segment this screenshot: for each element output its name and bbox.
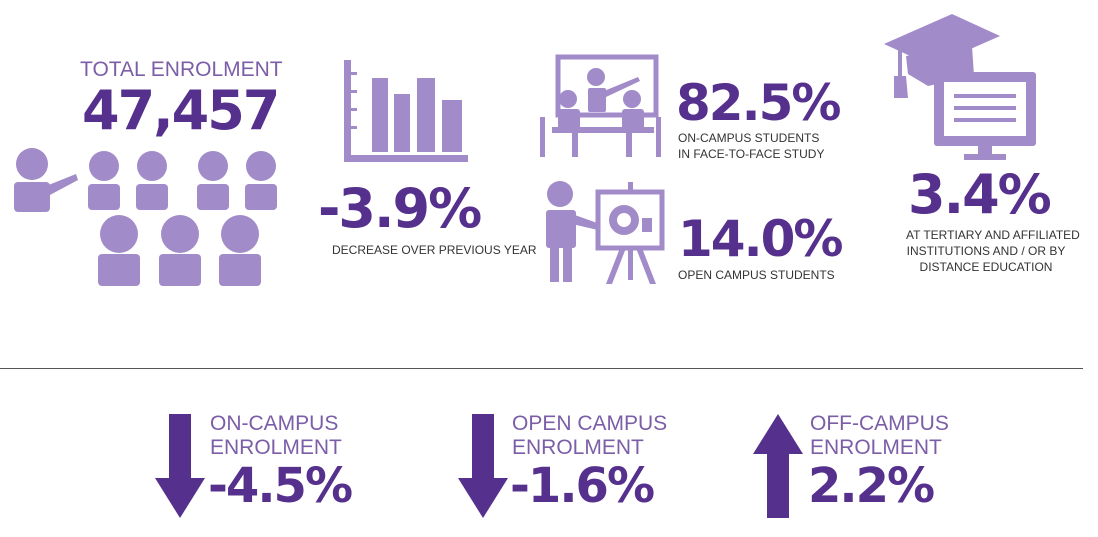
arrow-down-icon [458,414,508,518]
total-enrolment-label: TOTAL ENROLMENT [80,58,283,81]
people-group-icon [14,148,277,286]
open-campus-change-value: -1.6% [510,458,655,514]
off-campus-change-value: 2.2% [808,458,935,514]
off-campus-change-label-2: ENROLMENT [810,436,942,459]
presenter-icon [546,181,665,284]
tertiary-caption-2: INSTITUTIONS AND / OR BY [906,244,1066,258]
open-campus-change-label-1: OPEN CAMPUS [512,412,668,435]
open-campus-caption: OPEN CAMPUS STUDENTS [678,268,835,282]
total-enrolment-block: TOTAL ENROLMENT 47,457 [80,58,283,142]
total-enrolment-value: 47,457 [82,79,280,142]
arrow-up-icon [753,414,803,518]
decrease-caption: DECREASE OVER PREVIOUS YEAR [332,243,537,257]
on-campus-caption-2: IN FACE-TO-FACE STUDY [678,147,825,161]
on-campus-caption-1: ON-CAMPUS STUDENTS [678,131,820,145]
decrease-value: -3.9% [318,177,482,240]
tertiary-caption-3: DISTANCE EDUCATION [919,260,1053,274]
on-campus-change-value: -4.5% [208,458,353,514]
on-campus-change-label-2: ENROLMENT [210,436,342,459]
graduation-monitor-icon [884,14,1036,160]
open-campus-change-label-2: ENROLMENT [512,436,644,459]
bar-chart-icon [344,60,468,162]
off-campus-change-label-1: OFF-CAMPUS [810,412,949,435]
tertiary-caption-1: AT TERTIARY AND AFFILIATED [906,228,1080,242]
on-campus-change-label-1: ON-CAMPUS [210,412,339,435]
section-divider [0,368,1083,369]
open-campus-value: 14.0% [678,210,843,268]
classroom-icon [540,54,661,157]
on-campus-value: 82.5% [676,74,841,132]
tertiary-value: 3.4% [908,163,1052,226]
arrow-down-icon [155,414,205,518]
